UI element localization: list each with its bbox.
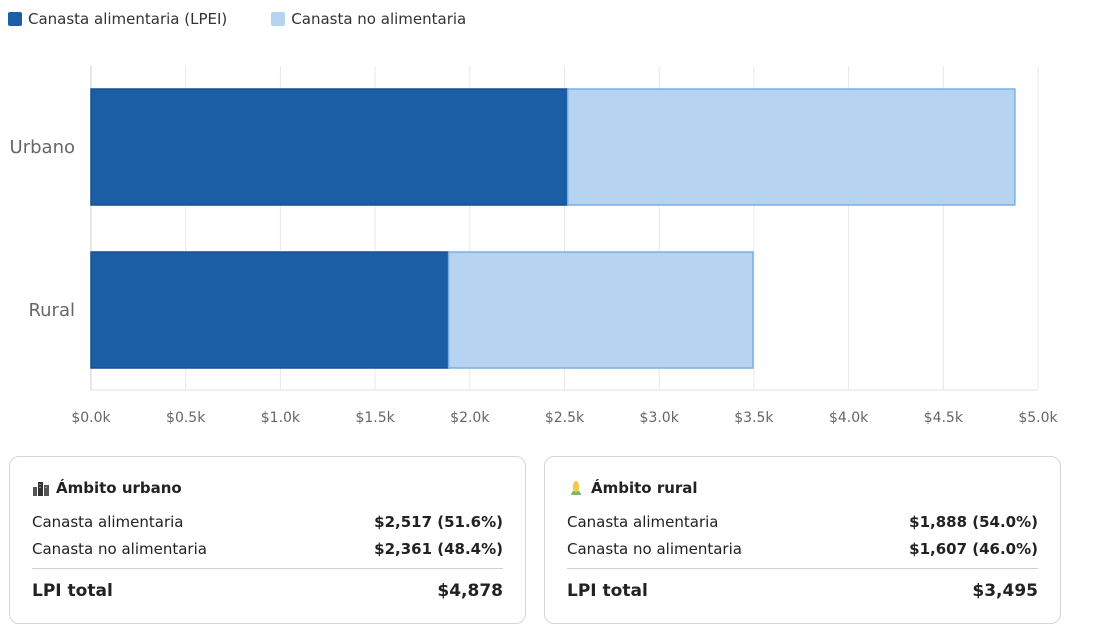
x-tick-label: $0.5k	[166, 410, 206, 426]
urban-row-nonfood: Canasta no alimentaria $2,361 (48.4%)	[32, 540, 503, 558]
rural-card-divider	[567, 568, 1038, 569]
rural-row-food-value: $1,888 (54.0%)	[909, 513, 1038, 531]
legend-swatch-food	[8, 12, 22, 26]
x-tick-label: $2.5k	[545, 410, 585, 426]
x-tick-label: $3.0k	[640, 410, 680, 426]
x-tick-label: $0.0k	[71, 410, 111, 426]
urban-summary-card: Ámbito urbano Canasta alimentaria $2,517…	[9, 456, 526, 624]
urban-row-food: Canasta alimentaria $2,517 (51.6%)	[32, 513, 503, 531]
urban-card-title-text: Ámbito urbano	[56, 479, 182, 497]
urban-card-divider	[32, 568, 503, 569]
x-tick-label: $1.0k	[261, 410, 301, 426]
urban-total-value: $4,878	[437, 581, 503, 601]
rural-card-title-text: Ámbito rural	[591, 479, 698, 497]
urban-row-food-value: $2,517 (51.6%)	[374, 513, 503, 531]
chart-legend: Canasta alimentaria (LPEI) Canasta no al…	[8, 10, 466, 28]
rural-card-title: Ámbito rural	[567, 479, 1038, 497]
urban-total-label: LPI total	[32, 581, 113, 601]
rural-total-value: $3,495	[972, 581, 1038, 601]
rural-summary-card: Ámbito rural Canasta alimentaria $1,888 …	[544, 456, 1061, 624]
x-tick-label: $2.0k	[450, 410, 490, 426]
rural-row-nonfood-label: Canasta no alimentaria	[567, 540, 742, 558]
legend-item-food[interactable]: Canasta alimentaria (LPEI)	[8, 10, 227, 28]
bar-urbano-food	[90, 88, 569, 206]
x-tick-label: $4.0k	[829, 410, 869, 426]
legend-swatch-nonfood	[271, 12, 286, 26]
urban-row-food-label: Canasta alimentaria	[32, 513, 184, 531]
x-tick-label: $1.5k	[355, 410, 395, 426]
x-tick-label: $3.5k	[734, 410, 774, 426]
x-tick-label: $5.0k	[1018, 410, 1058, 426]
y-category-label: Urbano	[10, 137, 75, 158]
city-icon	[33, 482, 49, 496]
rural-row-food-label: Canasta alimentaria	[567, 513, 719, 531]
stacked-bar-chart: $0.0k $0.5k $1.0k $1.5k $2.0k $2.5k $3.0k $3.5k…	[10, 66, 1059, 426]
rural-row-nonfood: Canasta no alimentaria $1,607 (46.0%)	[567, 540, 1038, 558]
urban-total-row: LPI total $4,878	[32, 581, 503, 601]
legend-item-nonfood[interactable]: Canasta no alimentaria	[271, 10, 466, 28]
rural-row-food: Canasta alimentaria $1,888 (54.0%)	[567, 513, 1038, 531]
corn-icon	[571, 481, 581, 495]
bar-urbano-nonfood	[566, 88, 1016, 206]
rural-row-nonfood-value: $1,607 (46.0%)	[909, 540, 1038, 558]
urban-card-title: Ámbito urbano	[32, 479, 503, 497]
urban-row-nonfood-value: $2,361 (48.4%)	[374, 540, 503, 558]
rural-total-label: LPI total	[567, 581, 648, 601]
y-category-label: Rural	[28, 300, 75, 321]
urban-row-nonfood-label: Canasta no alimentaria	[32, 540, 207, 558]
x-tick-label: $4.5k	[924, 410, 964, 426]
rural-total-row: LPI total $3,495	[567, 581, 1038, 601]
legend-label-food: Canasta alimentaria (LPEI)	[28, 10, 228, 28]
legend-label-nonfood: Canasta no alimentaria	[291, 10, 467, 28]
bar-rural-food	[90, 251, 450, 369]
bar-rural-nonfood	[447, 251, 754, 369]
